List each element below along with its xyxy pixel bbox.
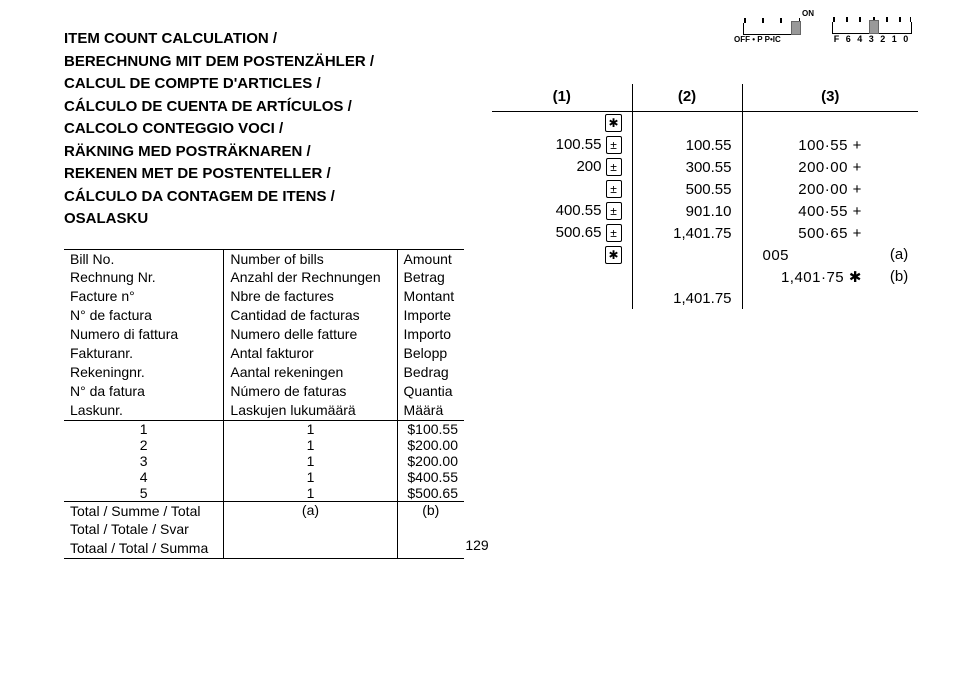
calc-tape: 200·00 + (742, 156, 872, 178)
key-icon: ± (606, 180, 622, 198)
header-num-bills: Number of billsAnzahl der RechnungenNbre… (224, 249, 397, 420)
bill-count: 1 (224, 420, 397, 437)
calc-suffix: (a) (880, 244, 908, 265)
calc-display (632, 266, 742, 288)
calculation-table: (1) (2) (3) ✱ 100.55± 100.55 100·55 + 20… (492, 84, 918, 309)
calc-tape (742, 288, 872, 309)
calc-tape: 1,401·75 ✱ (742, 266, 872, 288)
calc-entry: 500.65± (492, 222, 632, 244)
bill-table: Bill No.Rechnung Nr.Facture n°N° de fact… (64, 249, 464, 560)
calc-display: 100.55 (632, 134, 742, 156)
key-icon: ± (606, 136, 622, 154)
calc-entry: 100.55± (492, 134, 632, 156)
calc-tape: 200·00 + (742, 178, 872, 200)
calc-suffix (880, 185, 908, 189)
key-icon: ± (606, 202, 622, 220)
key-icon: ✱ (605, 114, 621, 132)
bill-no: 3 (64, 453, 224, 469)
calc-tape (742, 112, 872, 135)
calc-entry: ✱ (492, 112, 632, 135)
bill-amount: $400.55 (397, 469, 464, 485)
bill-count: 1 (224, 437, 397, 453)
calc-suffix (880, 207, 908, 211)
bill-amount: $100.55 (397, 420, 464, 437)
bill-amount: $200.00 (397, 437, 464, 453)
bill-no: 5 (64, 485, 224, 502)
bill-amount: $200.00 (397, 453, 464, 469)
header-bill-no: Bill No.Rechnung Nr.Facture n°N° de fact… (64, 249, 224, 420)
calc-suffix (880, 295, 908, 299)
calc-entry: 200± (492, 156, 632, 178)
bill-count: 1 (224, 453, 397, 469)
bill-no: 2 (64, 437, 224, 453)
calc-header-2: (2) (632, 84, 742, 112)
calc-entry: ✱ (492, 244, 632, 266)
key-icon: ✱ (605, 246, 621, 264)
calc-entry: ± (492, 178, 632, 200)
calc-display: 1,401.75 (632, 222, 742, 244)
bill-count: 1 (224, 485, 397, 502)
key-icon: ± (606, 158, 622, 176)
calc-display: 300.55 (632, 156, 742, 178)
calc-display (632, 112, 742, 135)
calc-entry: 400.55± (492, 200, 632, 222)
calc-tape: 500·65 + (742, 222, 872, 244)
key-icon: ± (606, 224, 622, 242)
calc-suffix (880, 119, 908, 123)
calc-header-3: (3) (742, 84, 918, 112)
calc-tape: 400·55 + (742, 200, 872, 222)
calc-display (632, 244, 742, 266)
bill-no: 1 (64, 420, 224, 437)
bill-no: 4 (64, 469, 224, 485)
calc-entry (492, 266, 632, 288)
bill-amount: $500.65 (397, 485, 464, 502)
calc-display: 901.10 (632, 200, 742, 222)
calc-suffix: (b) (880, 266, 908, 287)
calc-entry (492, 288, 632, 309)
title-block: ITEM COUNT CALCULATION /BERECHNUNG MIT D… (64, 28, 464, 231)
calc-header-1: (1) (492, 84, 632, 112)
calc-tape: 005 (742, 244, 872, 266)
calc-suffix (880, 163, 908, 167)
calc-display: 500.55 (632, 178, 742, 200)
calc-suffix (880, 141, 908, 145)
page-number: 129 (0, 537, 954, 553)
calc-suffix (880, 229, 908, 233)
header-amount: AmountBetragMontantImporteImportoBeloppB… (397, 249, 464, 420)
bill-count: 1 (224, 469, 397, 485)
switch-on-label: ON (802, 9, 814, 18)
calc-tape: 100·55 + (742, 134, 872, 156)
calc-display: 1,401.75 (632, 288, 742, 309)
